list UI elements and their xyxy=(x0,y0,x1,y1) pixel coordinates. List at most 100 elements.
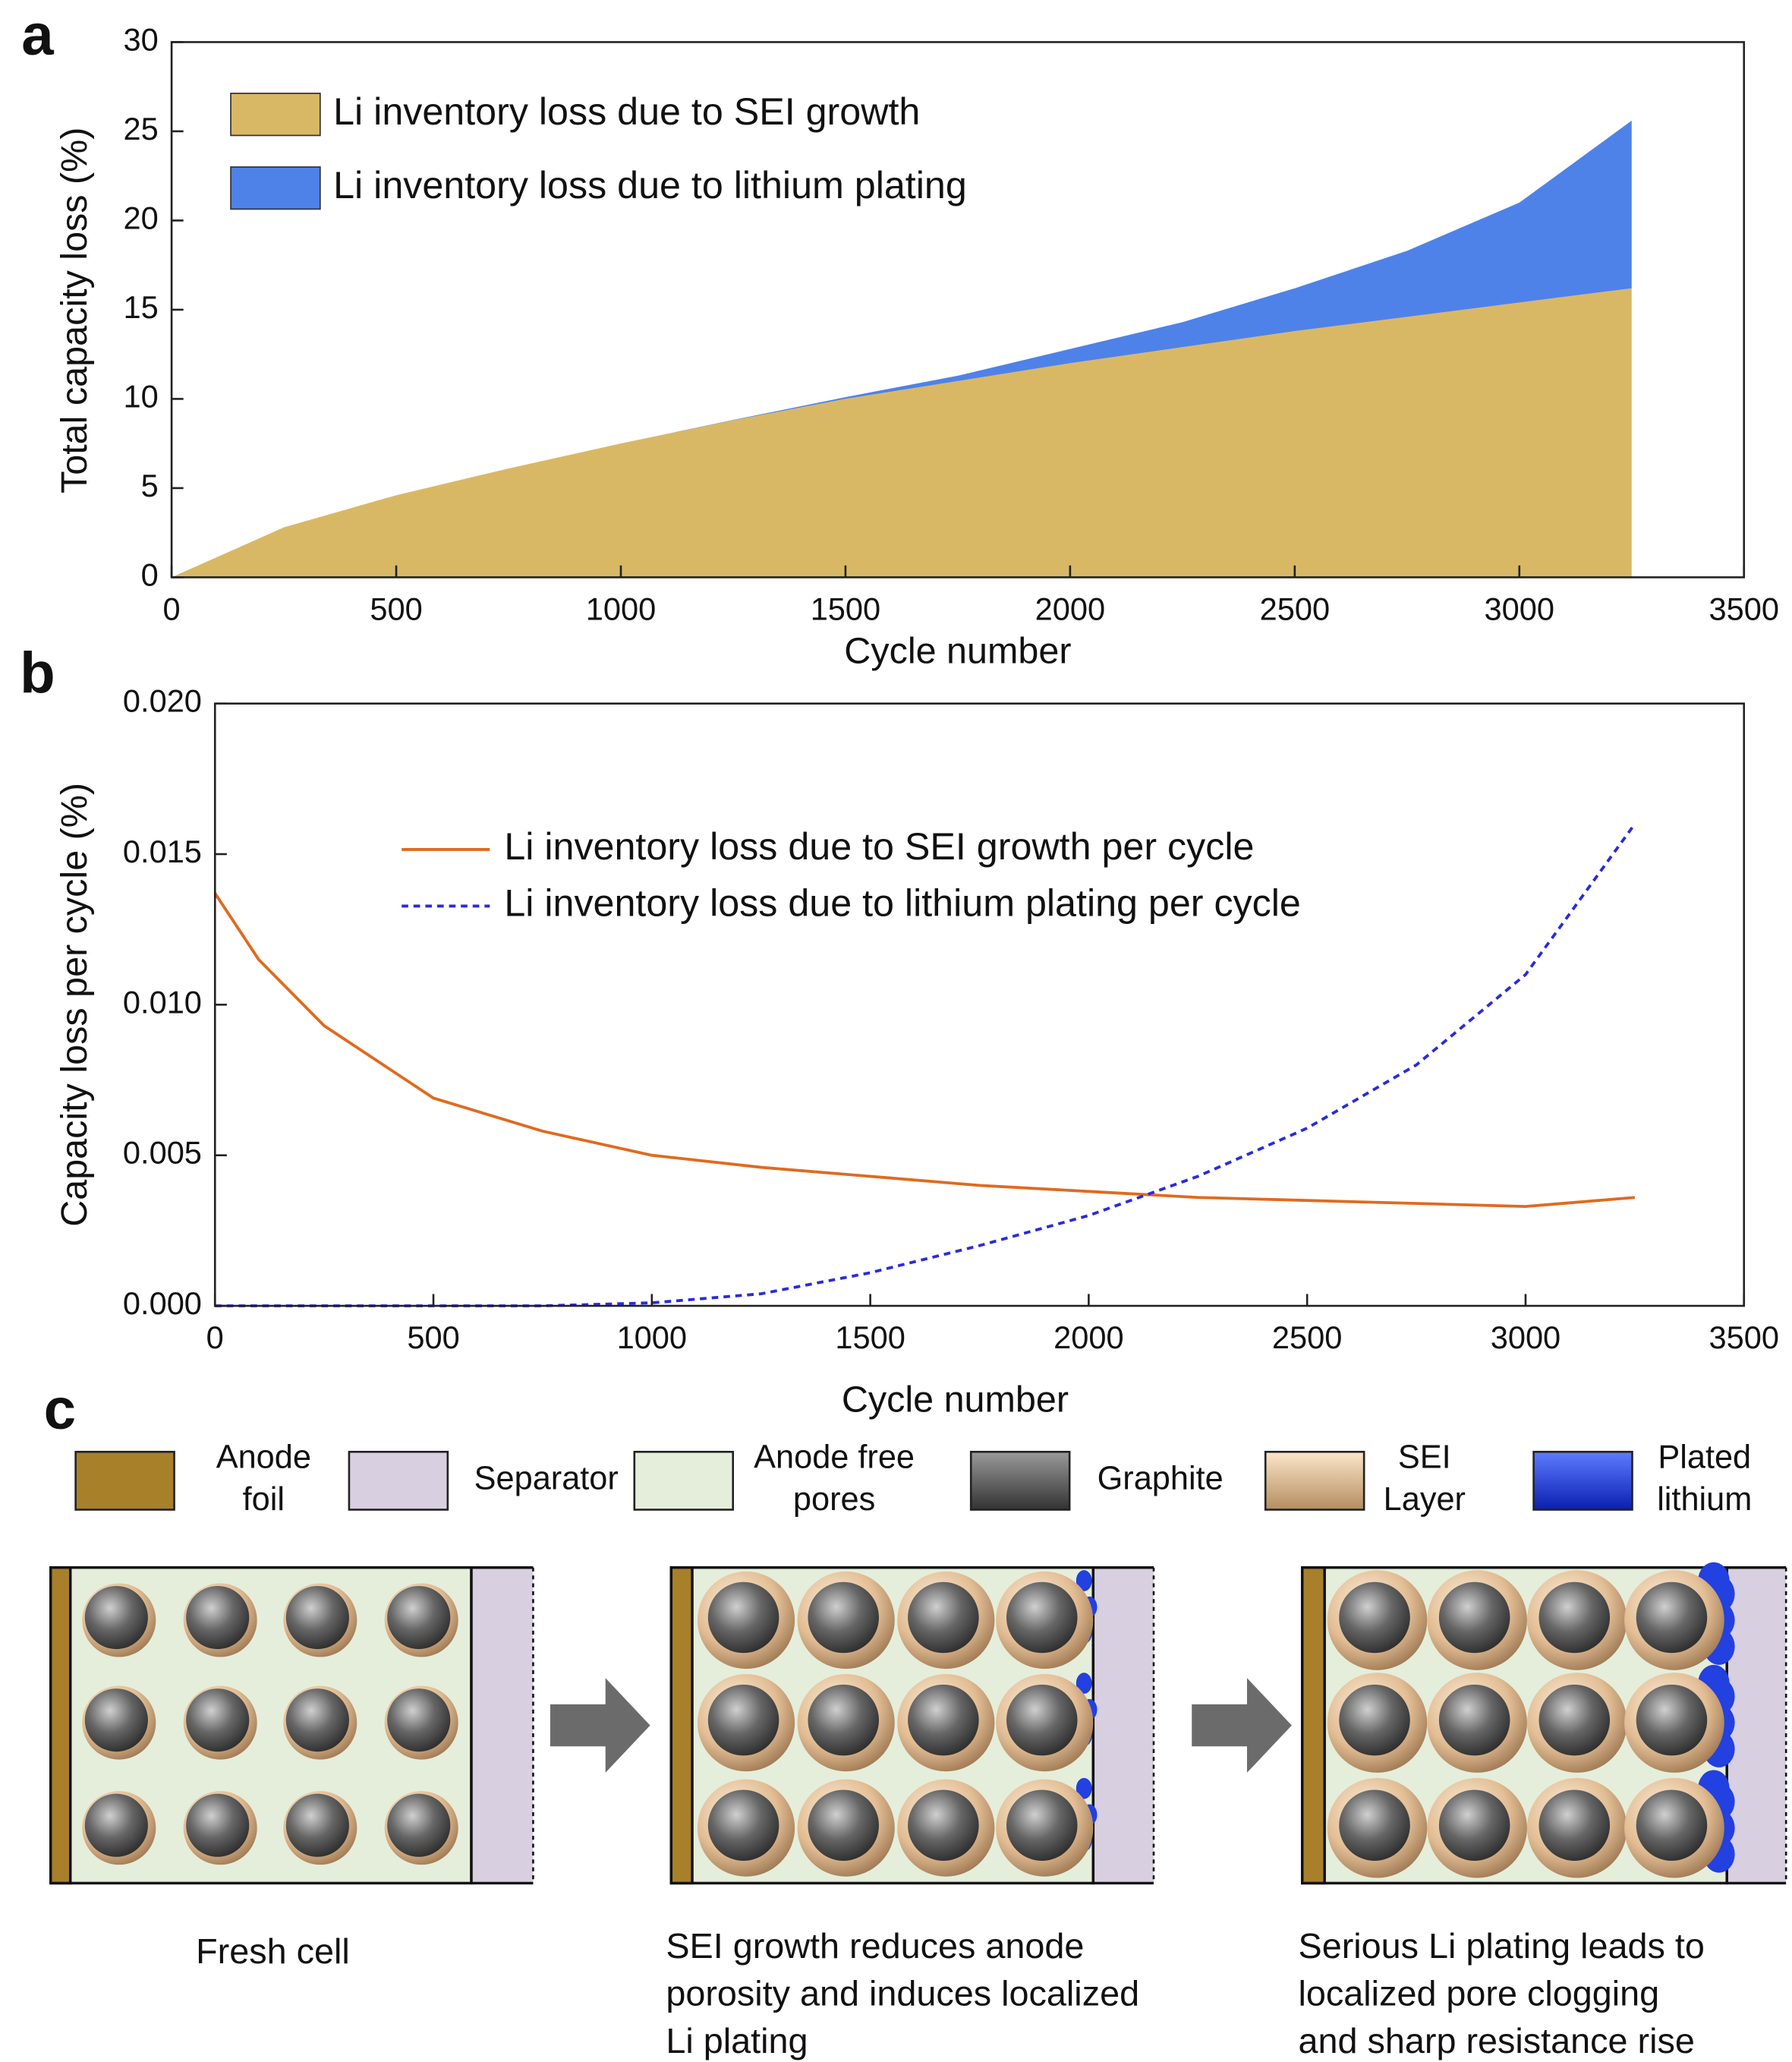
graphite xyxy=(1006,1684,1078,1756)
label-line: Plated xyxy=(1658,1439,1751,1476)
y-tick-label: 0.020 xyxy=(123,683,202,719)
label: Anode free pores xyxy=(754,1439,915,1518)
separator xyxy=(471,1567,534,1884)
y-tick-label: 25 xyxy=(124,111,159,147)
label-line: pores xyxy=(793,1482,875,1518)
x-tick-label: 1500 xyxy=(835,1319,905,1355)
legend-label: Li inventory loss due to SEI growth per … xyxy=(504,825,1254,868)
label-line: Layer xyxy=(1384,1482,1466,1518)
x-tick-label: 0 xyxy=(206,1319,224,1355)
graphite xyxy=(1636,1789,1708,1861)
arrow xyxy=(550,1678,650,1773)
label: SEI growth reduces anode porosity and ind… xyxy=(666,1926,1139,2060)
label-line: Graphite xyxy=(1098,1461,1224,1497)
legend-label: Li inventory loss due to SEI growth xyxy=(333,90,920,133)
x-tick-label: 1000 xyxy=(586,591,656,626)
arrow xyxy=(1192,1678,1292,1773)
label-line: Li plating xyxy=(666,2021,808,2060)
separator xyxy=(1727,1567,1787,1884)
y-tick-label: 5 xyxy=(141,468,159,503)
legend-swatch xyxy=(969,1450,1071,1511)
x-tick-label: 2500 xyxy=(1272,1319,1342,1355)
label-line: SEI xyxy=(1398,1439,1451,1476)
y-axis-label: Total capacity loss (%) xyxy=(54,128,95,493)
label: Graphite xyxy=(1098,1461,1224,1497)
panel-label: b xyxy=(20,641,55,705)
legend-label: Li inventory loss due to lithium plating… xyxy=(504,882,1301,925)
legend-swatch xyxy=(348,1450,449,1511)
label-line: Serious Li plating leads to xyxy=(1299,1926,1705,1966)
y-tick-label: 10 xyxy=(124,378,159,414)
graphite xyxy=(186,1793,250,1857)
graphite xyxy=(707,1684,779,1756)
label-line: foil xyxy=(243,1482,285,1518)
y-axis-label: Capacity loss per cycle (%) xyxy=(54,783,95,1227)
x-tick-label: 3500 xyxy=(1709,1319,1778,1355)
y-tick-label: 0.015 xyxy=(123,834,202,869)
label-line: Separator xyxy=(474,1461,619,1497)
label-line: porosity and induces localized xyxy=(666,1974,1139,2013)
graphite xyxy=(1339,1684,1410,1756)
x-tick-label: 2000 xyxy=(1035,591,1105,626)
graphite xyxy=(186,1585,250,1650)
legend-swatch xyxy=(1532,1450,1633,1511)
x-tick-label: 3500 xyxy=(1709,591,1778,626)
graphite xyxy=(1636,1581,1708,1654)
graphite xyxy=(908,1581,979,1654)
x-tick-label: 2500 xyxy=(1260,591,1330,626)
y-tick-label: 0.000 xyxy=(123,1285,202,1321)
separator xyxy=(1093,1567,1154,1884)
x-tick-label: 500 xyxy=(370,591,422,626)
plated-lithium xyxy=(1076,1570,1092,1591)
legend-swatch xyxy=(230,93,321,137)
line xyxy=(213,892,1636,1209)
plated-lithium xyxy=(1076,1673,1092,1694)
label-line: and sharp resistance rise xyxy=(1299,2021,1695,2060)
graphite xyxy=(84,1585,148,1650)
label-line: Anode xyxy=(216,1439,311,1476)
legend-swatch xyxy=(230,166,321,210)
graphite xyxy=(707,1789,779,1861)
graphite xyxy=(1438,1789,1510,1861)
x-tick-label: 1000 xyxy=(617,1319,687,1355)
y-tick-label: 0 xyxy=(141,556,159,592)
y-tick-label: 0.005 xyxy=(123,1135,202,1171)
label-line: localized pore clogging xyxy=(1299,1974,1660,2013)
legend-label: Li inventory loss due to lithium plating xyxy=(333,164,967,207)
legend-swatch xyxy=(1264,1450,1365,1511)
legend-swatch xyxy=(633,1450,735,1511)
graphite xyxy=(1339,1581,1410,1654)
x-axis-label: Cycle number xyxy=(844,631,1071,672)
graphite xyxy=(808,1684,879,1756)
graphite xyxy=(285,1585,349,1650)
graphite xyxy=(285,1793,349,1857)
graphite xyxy=(808,1581,879,1654)
label: Serious Li plating leads to localized por… xyxy=(1299,1926,1705,2060)
graphite xyxy=(84,1793,148,1857)
panel-label: c xyxy=(44,1377,76,1442)
x-tick-label: 2000 xyxy=(1053,1319,1123,1355)
label-line: lithium xyxy=(1657,1482,1752,1518)
graphite xyxy=(908,1684,979,1756)
graphite xyxy=(387,1793,451,1857)
anode-foil xyxy=(49,1565,72,1885)
y-tick-label: 0.010 xyxy=(123,984,202,1020)
anode-foil xyxy=(669,1565,694,1885)
label-line: SEI growth reduces anode xyxy=(666,1926,1084,1966)
graphite xyxy=(707,1581,779,1654)
graphite xyxy=(808,1789,879,1861)
x-tick-label: 500 xyxy=(407,1319,459,1355)
plot-frame xyxy=(213,702,1746,1307)
y-tick-label: 15 xyxy=(124,289,159,325)
label: Fresh cell xyxy=(196,1931,350,1971)
graphite xyxy=(387,1688,451,1752)
x-tick-label: 3000 xyxy=(1491,1319,1561,1355)
label-line: Anode free xyxy=(754,1439,915,1476)
graphite xyxy=(387,1585,451,1650)
graphite xyxy=(1438,1684,1510,1756)
area xyxy=(172,288,1632,578)
graphite xyxy=(285,1688,349,1752)
plated-lithium xyxy=(1076,1777,1092,1799)
